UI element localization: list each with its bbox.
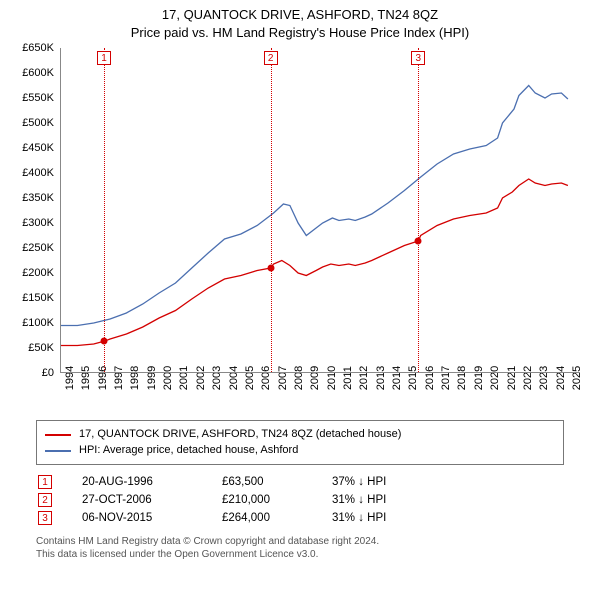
- y-tick-label: £650K: [0, 42, 54, 54]
- event-vline: [418, 48, 419, 372]
- y-tick-label: £50K: [0, 342, 54, 354]
- transaction-date: 06-NOV-2015: [82, 512, 192, 524]
- transaction-row: 3 06-NOV-2015 £264,000 31% ↓ HPI: [38, 511, 564, 525]
- transaction-index-box: 3: [38, 511, 52, 525]
- event-dot: [267, 265, 274, 272]
- series-price_paid: [61, 179, 568, 346]
- transaction-diff: 31% ↓ HPI: [332, 494, 386, 506]
- y-tick-label: £300K: [0, 217, 54, 229]
- y-tick-label: £500K: [0, 117, 54, 129]
- transaction-diff: 37% ↓ HPI: [332, 476, 386, 488]
- y-tick-label: £600K: [0, 67, 54, 79]
- legend-row: 17, QUANTOCK DRIVE, ASHFORD, TN24 8QZ (d…: [45, 427, 555, 443]
- transaction-index-box: 2: [38, 493, 52, 507]
- line-series-svg: [61, 48, 580, 372]
- legend-box: 17, QUANTOCK DRIVE, ASHFORD, TN24 8QZ (d…: [36, 420, 564, 465]
- credits-block: Contains HM Land Registry data © Crown c…: [36, 535, 564, 562]
- y-tick-label: £550K: [0, 92, 54, 104]
- transaction-price: £264,000: [222, 512, 302, 524]
- y-tick-label: £0: [0, 367, 54, 379]
- event-vline: [104, 48, 105, 372]
- chart-title-line2: Price paid vs. HM Land Registry's House …: [0, 24, 600, 42]
- y-tick-label: £100K: [0, 317, 54, 329]
- credits-line2: This data is licensed under the Open Gov…: [36, 548, 564, 562]
- event-marker-box: 3: [411, 51, 425, 65]
- chart-title-block: 17, QUANTOCK DRIVE, ASHFORD, TN24 8QZ Pr…: [0, 0, 600, 41]
- plot-area: 1 2 3: [60, 48, 580, 373]
- transaction-date: 20-AUG-1996: [82, 476, 192, 488]
- chart-title-line1: 17, QUANTOCK DRIVE, ASHFORD, TN24 8QZ: [0, 6, 600, 24]
- transactions-table: 1 20-AUG-1996 £63,500 37% ↓ HPI 2 27-OCT-2006…: [38, 475, 564, 525]
- chart-area: £0£50K£100K£150K£200K£250K£300K£350K£400…: [10, 48, 590, 406]
- y-tick-label: £150K: [0, 292, 54, 304]
- transaction-price: £210,000: [222, 494, 302, 506]
- transaction-diff: 31% ↓ HPI: [332, 512, 386, 524]
- transaction-row: 2 27-OCT-2006 £210,000 31% ↓ HPI: [38, 493, 564, 507]
- y-tick-label: £200K: [0, 267, 54, 279]
- transaction-date: 27-OCT-2006: [82, 494, 192, 506]
- transaction-row: 1 20-AUG-1996 £63,500 37% ↓ HPI: [38, 475, 564, 489]
- event-dot: [415, 238, 422, 245]
- legend-swatch: [45, 450, 71, 452]
- transaction-index-box: 1: [38, 475, 52, 489]
- event-vline: [271, 48, 272, 372]
- series-hpi: [61, 86, 568, 326]
- event-dot: [101, 338, 108, 345]
- legend-row: HPI: Average price, detached house, Ashf…: [45, 443, 555, 459]
- legend-label: 17, QUANTOCK DRIVE, ASHFORD, TN24 8QZ (d…: [79, 427, 401, 443]
- event-marker-box: 1: [97, 51, 111, 65]
- y-tick-label: £400K: [0, 167, 54, 179]
- y-tick-label: £250K: [0, 242, 54, 254]
- credits-line1: Contains HM Land Registry data © Crown c…: [36, 535, 564, 549]
- legend-label: HPI: Average price, detached house, Ashf…: [79, 443, 298, 459]
- y-tick-label: £350K: [0, 192, 54, 204]
- legend-swatch: [45, 434, 71, 436]
- y-tick-label: £450K: [0, 142, 54, 154]
- event-marker-box: 2: [264, 51, 278, 65]
- transaction-price: £63,500: [222, 476, 302, 488]
